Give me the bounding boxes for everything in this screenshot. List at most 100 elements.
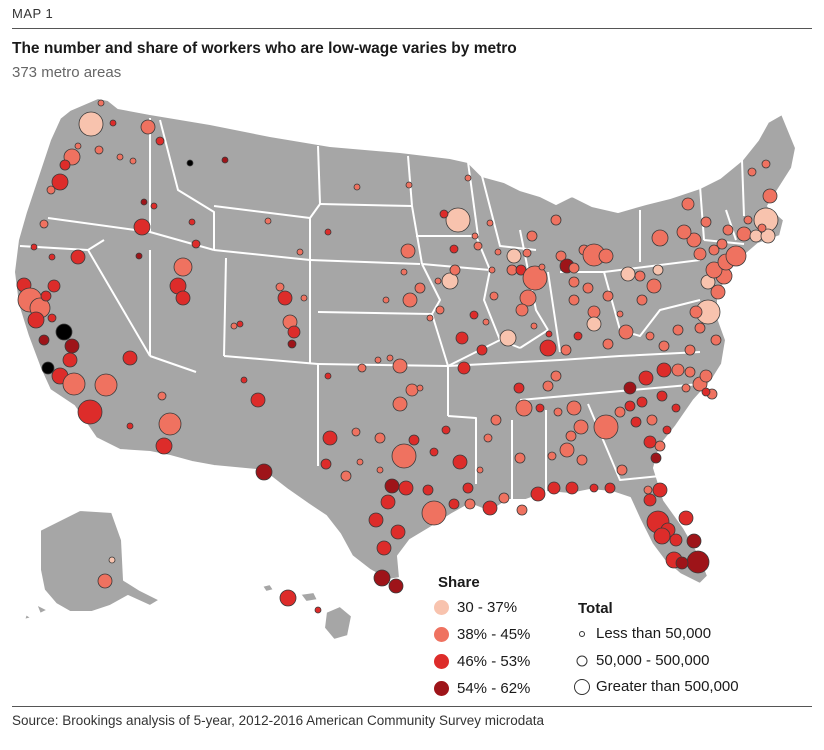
- legend-size-small-icon: [579, 630, 585, 637]
- metro-circle: [542, 380, 554, 392]
- metro-circle: [275, 282, 285, 292]
- metro-circle: [762, 188, 778, 204]
- metro-circle: [441, 425, 451, 435]
- legend-share-label: 38% - 45%: [457, 626, 531, 643]
- metro-circle: [526, 230, 538, 242]
- metro-circle: [38, 334, 50, 346]
- metro-circle: [630, 416, 642, 428]
- metro-circle: [221, 156, 229, 164]
- metro-circle: [693, 247, 707, 261]
- metro-circle: [421, 500, 447, 526]
- metro-circle: [40, 290, 52, 302]
- metro-circle: [140, 119, 156, 135]
- metro-circle: [653, 527, 671, 545]
- metro-circle: [658, 340, 670, 352]
- metro-circle: [382, 296, 390, 304]
- aleutian-islands-shape: [23, 603, 49, 621]
- metro-circle: [158, 412, 182, 436]
- legend-size-large-icon: [574, 678, 590, 695]
- metro-circle: [652, 264, 664, 276]
- metro-circle: [186, 159, 194, 167]
- metro-circle: [694, 322, 706, 334]
- metro-circle: [30, 243, 38, 251]
- metro-circle: [587, 305, 601, 319]
- metro-circle: [676, 224, 692, 240]
- metro-circle: [97, 573, 113, 589]
- metro-circle: [376, 540, 392, 556]
- metro-circle: [736, 226, 752, 242]
- legend-share-item: 38% - 45%: [434, 626, 530, 643]
- metro-circle: [675, 556, 689, 570]
- legend-share-title: Share: [438, 574, 480, 591]
- metro-circle: [405, 383, 419, 397]
- metro-circle: [402, 292, 418, 308]
- metro-circle: [539, 339, 557, 357]
- metro-circle: [643, 493, 657, 507]
- metro-circle: [560, 344, 572, 356]
- metro-circle: [671, 363, 685, 377]
- metro-circle: [716, 238, 728, 250]
- metro-circle: [757, 223, 767, 233]
- metro-circle: [70, 249, 86, 265]
- metro-circle: [643, 435, 657, 449]
- metro-circle: [522, 248, 532, 258]
- metro-circle: [586, 316, 602, 332]
- metro-circle: [705, 261, 723, 279]
- metro-circle: [55, 323, 73, 341]
- metro-circle: [515, 303, 529, 317]
- metro-circle: [357, 363, 367, 373]
- metro-circle: [388, 578, 404, 594]
- metro-circle: [550, 214, 562, 226]
- metro-circle: [555, 250, 567, 262]
- legend-size-medium-icon: [576, 655, 588, 666]
- metro-circle: [568, 276, 580, 288]
- metro-circle: [645, 331, 655, 341]
- metro-circle: [392, 358, 408, 374]
- metro-circle: [376, 466, 384, 474]
- metro-circle: [646, 278, 662, 294]
- metro-circle: [155, 437, 173, 455]
- metro-circle: [287, 339, 297, 349]
- metro-circle: [405, 181, 413, 189]
- metro-circle: [108, 556, 116, 564]
- map-subtitle: 373 metro areas: [12, 64, 122, 81]
- metro-circles: [16, 99, 779, 614]
- metro-circle: [656, 362, 672, 378]
- metro-circle: [471, 232, 479, 240]
- metro-circle: [710, 284, 726, 300]
- metro-circle: [277, 290, 293, 306]
- metro-circle: [669, 533, 683, 547]
- metro-circle: [568, 262, 580, 274]
- metro-circle: [452, 454, 468, 470]
- metro-circle: [684, 366, 696, 378]
- metro-circle: [390, 524, 406, 540]
- metro-circle: [384, 478, 400, 494]
- metro-circle: [78, 111, 104, 137]
- metro-circle: [47, 279, 61, 293]
- metro-circle: [324, 372, 332, 380]
- metro-circle: [545, 330, 553, 338]
- source-note: Source: Brookings analysis of 5-year, 20…: [12, 713, 545, 728]
- metro-circle: [654, 440, 666, 452]
- metro-circle: [547, 451, 557, 461]
- metro-circle: [448, 498, 460, 510]
- metro-circle: [672, 324, 684, 336]
- metro-circle: [761, 159, 771, 169]
- metro-circle: [489, 291, 499, 301]
- metro-circle: [392, 396, 408, 412]
- metro-circle: [565, 430, 577, 442]
- metro-circle: [48, 253, 56, 261]
- metro-circle: [700, 216, 712, 228]
- metro-circle: [499, 329, 517, 347]
- metro-circle: [469, 310, 479, 320]
- metro-circle: [623, 381, 637, 395]
- metro-circle: [46, 185, 56, 195]
- map-label: MAP 1: [12, 6, 54, 21]
- metro-circle: [264, 217, 272, 225]
- metro-circle: [434, 277, 442, 285]
- metro-circle: [498, 492, 510, 504]
- metro-circle: [722, 224, 734, 236]
- metro-circle: [374, 432, 386, 444]
- metro-circle: [593, 414, 619, 440]
- metro-circle: [678, 510, 694, 526]
